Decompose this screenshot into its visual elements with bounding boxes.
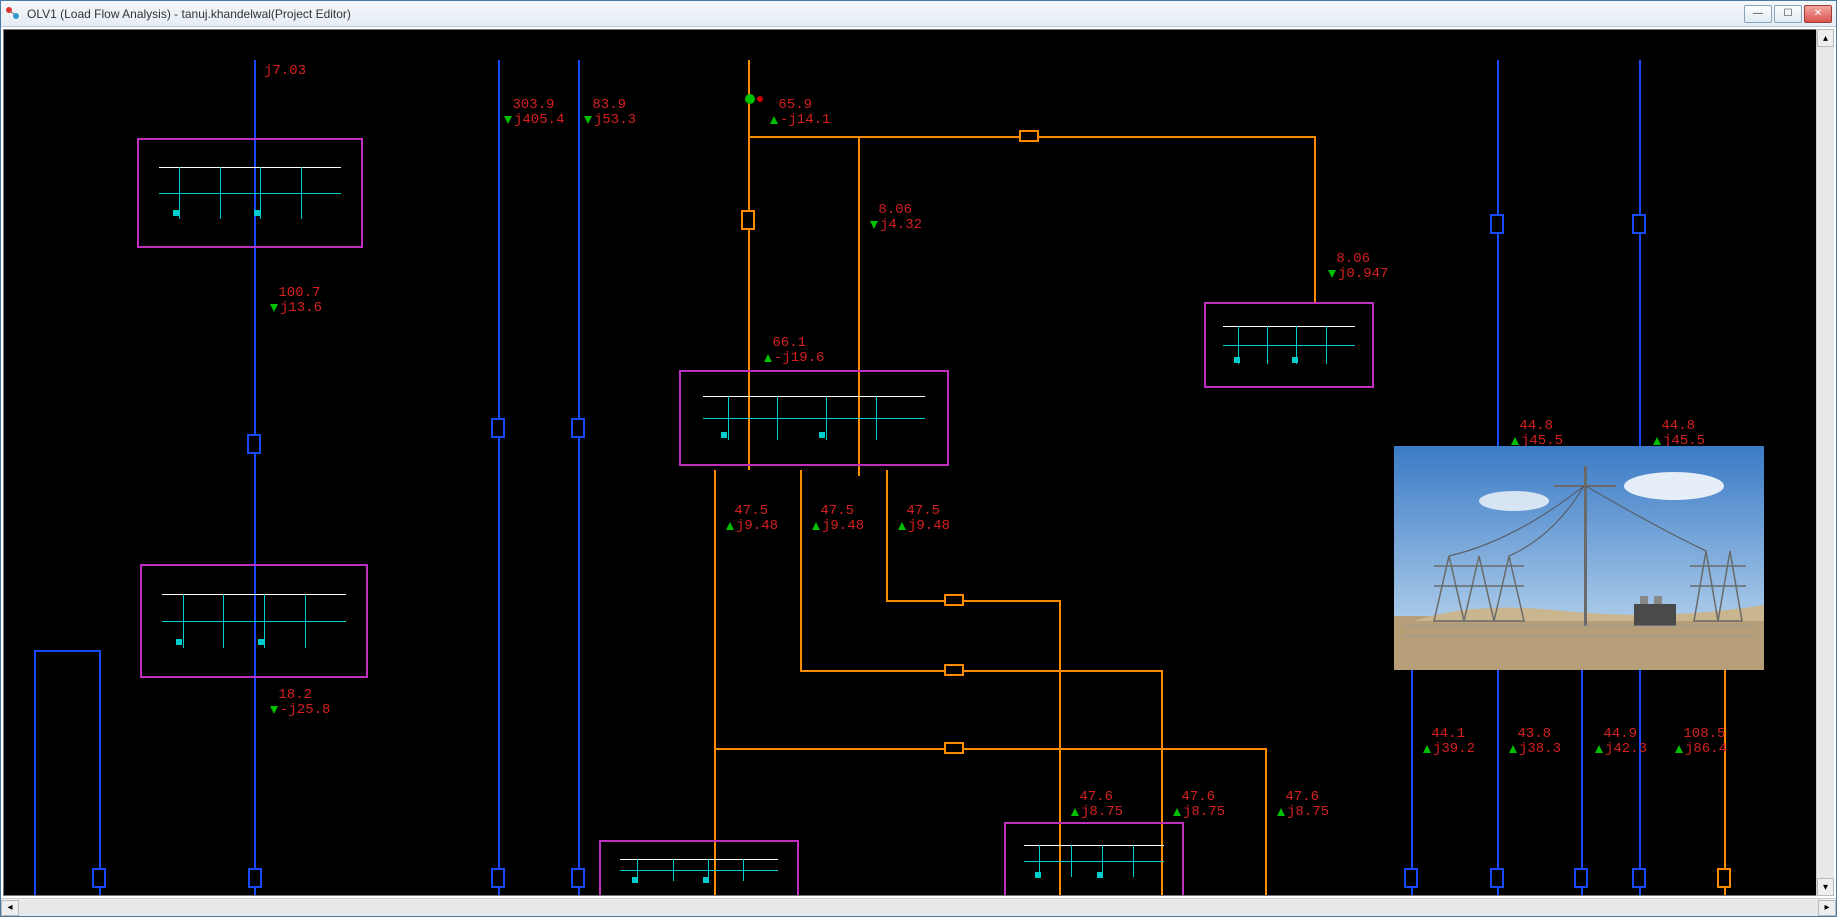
flow-label-l19: 43.8j38.3: [1509, 727, 1561, 758]
breaker-bv-10: [1490, 868, 1504, 888]
blue-hline-0: [34, 650, 99, 652]
orange-vline-8: [1265, 750, 1267, 896]
breaker-bv-11: [1574, 868, 1588, 888]
orange-vline-2: [1314, 136, 1316, 304]
breaker-bv-2: [571, 418, 585, 438]
window-title: OLV1 (Load Flow Analysis) - tanuj.khande…: [27, 7, 1744, 21]
v-scroll-track[interactable]: [1817, 47, 1834, 878]
breaker-ov2-0: [1717, 868, 1731, 888]
substation-photo: [1394, 446, 1764, 670]
scroll-right-button[interactable]: ▸: [1818, 900, 1836, 916]
flow-label-l4: 65.9-j14.1: [770, 98, 830, 129]
diagram-canvas[interactable]: j7.03 303.9j405.4 83.9j53.3 65.9-j14.1 8…: [3, 29, 1834, 896]
flow-label-l13: 47.6j8.75: [1071, 790, 1123, 821]
breaker-bv-3: [248, 868, 262, 888]
breaker-ov-0: [741, 210, 755, 230]
titlebar[interactable]: OLV1 (Load Flow Analysis) - tanuj.khande…: [1, 1, 1836, 27]
breaker-oh-2: [944, 664, 964, 676]
orange-vline-4: [800, 470, 802, 670]
orange-hline-3: [714, 748, 1267, 750]
breaker-bv-6: [92, 868, 106, 888]
vertical-scrollbar[interactable]: ▴ ▾: [1816, 29, 1834, 896]
flow-label-l8: 66.1-j19.6: [764, 336, 824, 367]
minimize-button[interactable]: —: [1744, 5, 1772, 23]
blue-vline-7: [1411, 670, 1413, 896]
flow-label-l3: 83.9j53.3: [584, 98, 636, 129]
blue-vline-5: [34, 650, 36, 896]
scroll-down-button[interactable]: ▾: [1817, 878, 1834, 896]
window-buttons: — ☐ ✕: [1744, 5, 1832, 23]
app-icon: [5, 6, 21, 22]
flow-label-l18: 44.1j39.2: [1423, 727, 1475, 758]
status-dot-red: [757, 96, 763, 102]
orange-vline-3: [714, 470, 716, 896]
subsystem-mb1: [137, 138, 363, 248]
breaker-oh-1: [944, 594, 964, 606]
flow-label-l20: 44.9j42.3: [1595, 727, 1647, 758]
close-button[interactable]: ✕: [1804, 5, 1832, 23]
flow-label-l21: 108.5j86.4: [1675, 727, 1727, 758]
breaker-bv-7: [1490, 214, 1504, 234]
breaker-bv-9: [1404, 868, 1418, 888]
subsystem-mb5: [599, 840, 799, 896]
maximize-button[interactable]: ☐: [1774, 5, 1802, 23]
flow-label-l9: 47.5j9.48: [726, 504, 778, 535]
app-window: OLV1 (Load Flow Analysis) - tanuj.khande…: [0, 0, 1837, 917]
flow-label-l10: 47.5j9.48: [812, 504, 864, 535]
breaker-bv-5: [571, 868, 585, 888]
h-scroll-track[interactable]: [19, 900, 1818, 916]
orange-hline-1: [886, 600, 1061, 602]
blue-vline-6: [99, 650, 101, 896]
flow-label-l11: 47.5j9.48: [898, 504, 950, 535]
blue-vline-8: [1581, 670, 1583, 896]
subsystem-mb4: [140, 564, 368, 678]
flow-label-l2: 303.9j405.4: [504, 98, 564, 129]
subsystem-mb2: [679, 370, 949, 466]
subsystem-mb3: [1204, 302, 1374, 388]
scroll-up-button[interactable]: ▴: [1817, 29, 1834, 47]
flow-label-l14: 47.6j8.75: [1173, 790, 1225, 821]
breaker-bv-0: [247, 434, 261, 454]
breaker-bv-1: [491, 418, 505, 438]
breaker-bv-4: [491, 868, 505, 888]
status-dot-green: [745, 94, 755, 104]
breaker-bv-8: [1632, 214, 1646, 234]
scroll-left-button[interactable]: ◂: [1, 900, 19, 916]
breaker-oh-3: [944, 742, 964, 754]
flow-label-l5: 8.06j4.32: [870, 203, 922, 234]
flow-label-l15: 47.6j8.75: [1277, 790, 1329, 821]
orange-vline-5: [886, 470, 888, 600]
subsystem-mb6: [1004, 822, 1184, 896]
orange-vline-9: [1724, 670, 1726, 896]
orange-hline-2: [800, 670, 1163, 672]
blue-vline-2: [578, 60, 580, 896]
flow-label-l1: j7.03: [264, 64, 306, 79]
horizontal-scrollbar[interactable]: ◂ ▸: [1, 898, 1836, 916]
blue-vline-1: [498, 60, 500, 896]
breaker-bv-12: [1632, 868, 1646, 888]
flow-label-l7: 100.7j13.6: [270, 286, 322, 317]
flow-label-l6: 8.06j0.947: [1328, 252, 1388, 283]
flow-label-l12: 18.2-j25.8: [270, 688, 330, 719]
breaker-oh-0: [1019, 130, 1039, 142]
